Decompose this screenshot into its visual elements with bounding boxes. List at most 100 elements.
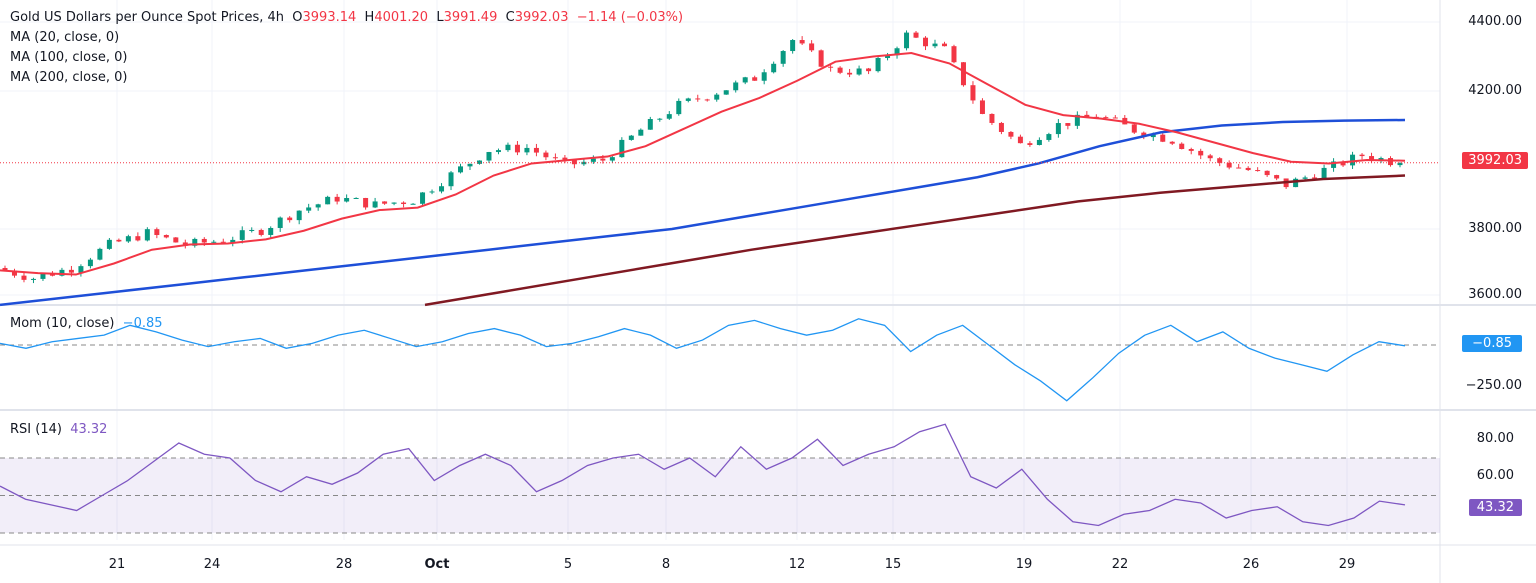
candle-body <box>1188 149 1194 151</box>
candle-body <box>401 202 407 205</box>
candle-body <box>1293 178 1299 188</box>
open-value: 3993.14 <box>302 10 357 25</box>
candle-body <box>818 50 824 67</box>
candle-body <box>1074 114 1080 126</box>
candle-body <box>211 241 217 243</box>
candle-body <box>638 129 644 136</box>
ma20-legend[interactable]: MA (20, close, 0) <box>10 30 120 45</box>
ma200-legend[interactable]: MA (200, close, 0) <box>10 70 128 85</box>
candle-body <box>704 99 710 101</box>
candle-body <box>600 158 606 161</box>
ma20-line <box>0 52 1406 276</box>
x-tick: 26 <box>1242 557 1260 572</box>
price-tick: 4200.00 <box>1468 83 1522 98</box>
candle-body <box>647 119 653 130</box>
x-tick: 22 <box>1111 557 1129 572</box>
candle-body <box>1274 175 1280 179</box>
x-tick: Oct <box>424 557 450 572</box>
candle-body <box>837 67 843 73</box>
candle-body <box>68 269 74 273</box>
candle-body <box>249 229 255 231</box>
rsi-line <box>0 423 1406 527</box>
candle-body <box>239 230 245 240</box>
candle-body <box>106 239 112 249</box>
candle-body <box>742 77 748 83</box>
candle-body <box>163 235 169 238</box>
x-tick: 15 <box>884 557 902 572</box>
candle-body <box>30 278 36 280</box>
candle-body <box>979 100 985 114</box>
candle-body <box>1131 124 1137 133</box>
candle-body <box>467 163 473 167</box>
candle-body <box>524 147 530 153</box>
candle-body <box>1350 154 1356 166</box>
candle-body <box>372 201 378 208</box>
x-tick: 28 <box>335 557 353 572</box>
candle-body <box>970 85 976 101</box>
candle-body <box>1103 117 1109 119</box>
close-label: C <box>505 10 515 25</box>
candle-body <box>182 242 188 246</box>
candle-body <box>1302 177 1308 179</box>
candle-body <box>1112 117 1118 119</box>
open-label: O <box>292 10 303 25</box>
candle-body <box>885 55 891 59</box>
candle-body <box>2 267 8 271</box>
candle-body <box>733 82 739 91</box>
candle-body <box>581 161 587 165</box>
candle-body <box>505 144 511 151</box>
candle-body <box>913 32 919 38</box>
candle-body <box>941 43 947 47</box>
x-tick: 21 <box>108 557 126 572</box>
symbol-legend: Gold US Dollars per Ounce Spot Prices, 4… <box>10 10 683 25</box>
candle-body <box>780 51 786 64</box>
mom-legend[interactable]: Mom (10, close) −0.85 <box>10 316 163 331</box>
candle-body <box>268 227 274 235</box>
candle-body <box>173 237 179 243</box>
candle-body <box>382 201 388 204</box>
candle-body <box>410 203 416 205</box>
candle-body <box>116 239 122 242</box>
candle-body <box>125 236 131 242</box>
rsi-value: 43.32 <box>70 422 108 437</box>
rsi-title: RSI (14) <box>10 422 62 437</box>
candle-body <box>495 150 501 153</box>
candle-body <box>1055 123 1061 135</box>
candle-body <box>21 275 27 280</box>
x-tick: 19 <box>1015 557 1033 572</box>
candle-body <box>590 158 596 162</box>
price-tick: 3800.00 <box>1468 221 1522 236</box>
candle-body <box>932 43 938 47</box>
candle-body <box>1264 170 1270 176</box>
ma100-line <box>0 118 1406 307</box>
candle-body <box>685 98 691 101</box>
candle-body <box>552 157 558 159</box>
candle-body <box>1017 136 1023 144</box>
candle-body <box>59 269 65 276</box>
candle-body <box>353 197 359 199</box>
price-tick: 4400.00 <box>1468 14 1522 29</box>
candle-body <box>723 90 729 95</box>
candle-body <box>429 191 435 193</box>
candle-body <box>951 46 957 63</box>
candle-body <box>1027 143 1033 145</box>
candle-body <box>1169 141 1175 144</box>
candle-body <box>1312 177 1318 179</box>
mom-value: −0.85 <box>122 316 163 331</box>
candle-body <box>695 98 701 100</box>
candle-body <box>543 152 549 158</box>
candle-body <box>571 159 577 165</box>
candle-body <box>391 202 397 204</box>
candle-body <box>486 152 492 161</box>
candle-body <box>296 210 302 221</box>
rsi-legend[interactable]: RSI (14) 43.32 <box>10 422 107 437</box>
candle-body <box>1255 170 1261 172</box>
ma100-legend[interactable]: MA (100, close, 0) <box>10 50 128 65</box>
candle-body <box>1217 158 1223 163</box>
candle-body <box>666 114 672 119</box>
candle-body <box>1397 162 1403 166</box>
candle-body <box>960 62 966 86</box>
candle-body <box>1160 134 1166 142</box>
candle-body <box>201 238 207 243</box>
